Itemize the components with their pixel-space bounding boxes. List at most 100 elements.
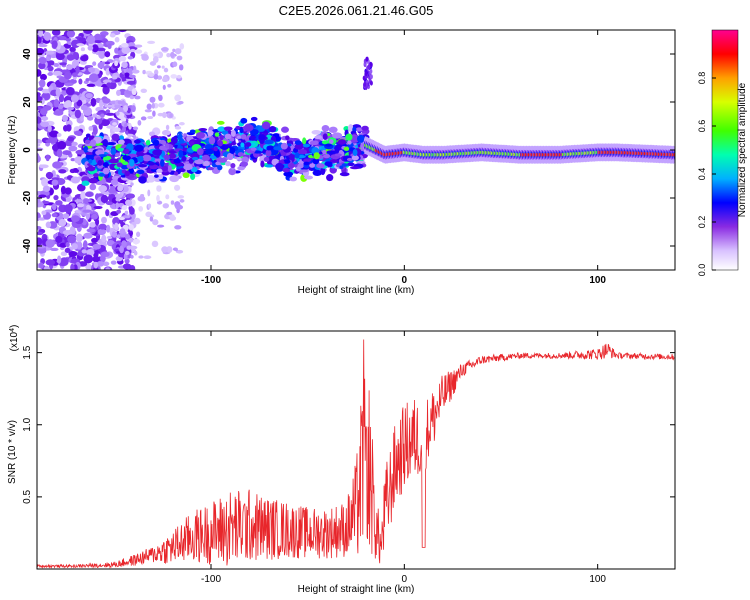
colorbar-label: Normalized spectral amplitude bbox=[737, 82, 748, 217]
spectrogram-cell bbox=[230, 163, 236, 169]
spectrogram-cell bbox=[237, 166, 245, 171]
spectrogram-cell bbox=[109, 158, 119, 164]
spectrogram-cell bbox=[105, 112, 116, 116]
spectrogram-cell bbox=[55, 200, 63, 206]
spectrogram-cell bbox=[80, 55, 89, 62]
spectrogram-cell bbox=[114, 104, 121, 109]
spectrogram-cell bbox=[158, 94, 163, 102]
spectrogram-cell bbox=[92, 61, 97, 66]
spectrogram-cell bbox=[104, 61, 111, 65]
spectrogram-cell bbox=[88, 126, 94, 131]
snr-series-line bbox=[37, 339, 675, 569]
spectrogram-cell bbox=[83, 30, 93, 34]
spectrogram-cell bbox=[55, 235, 63, 244]
spectrogram-cell bbox=[343, 125, 350, 132]
spectrogram-cell bbox=[86, 248, 95, 256]
spectrogram-cell bbox=[294, 152, 300, 159]
spectrogram-cell bbox=[196, 148, 204, 156]
spectrogram-cell bbox=[93, 173, 99, 178]
spectrogram-y-tick-label: -40 bbox=[22, 238, 33, 253]
colorbar-tick-label: 0.6 bbox=[697, 120, 707, 133]
spectrogram-cell bbox=[111, 75, 118, 80]
snr-y-tick-label: 1.0 bbox=[22, 417, 33, 431]
spectrogram-cell bbox=[161, 65, 165, 69]
spectrogram-cell bbox=[149, 96, 156, 103]
spectrogram-cell bbox=[58, 169, 67, 174]
spectrogram-cell bbox=[124, 250, 130, 256]
spectrogram-cell bbox=[214, 132, 220, 137]
spectrogram-cell bbox=[38, 79, 46, 88]
spectrogram-cell bbox=[98, 154, 107, 158]
spectrogram-cell bbox=[162, 84, 166, 90]
spectrogram-cell bbox=[115, 202, 120, 209]
spectrogram-cell bbox=[170, 74, 178, 79]
spectrogram-cell bbox=[339, 172, 350, 177]
spectrogram-cell bbox=[149, 164, 159, 170]
spectrogram-cell bbox=[83, 254, 94, 264]
spectrogram-cell bbox=[170, 200, 175, 205]
spectrogram-cell bbox=[157, 102, 165, 108]
spectrogram-cell bbox=[282, 168, 291, 173]
spectrogram-cell bbox=[182, 172, 190, 179]
spectrogram-cell bbox=[240, 133, 247, 140]
spectrogram-cell bbox=[152, 149, 162, 156]
spectrogram-cell bbox=[167, 83, 172, 88]
spectrogram-cell bbox=[117, 184, 124, 192]
spectrogram-cell bbox=[102, 261, 110, 267]
spectrogram-cell bbox=[106, 141, 117, 146]
spectrogram-cell bbox=[147, 203, 152, 209]
spectrogram-cell bbox=[174, 248, 178, 252]
spectrogram-cell bbox=[91, 44, 99, 53]
spectrogram-cell bbox=[79, 96, 86, 101]
spectrogram-cell bbox=[83, 232, 93, 239]
spectrogram-cell bbox=[37, 111, 41, 117]
spectrogram-cell bbox=[85, 93, 93, 99]
spectrogram-cell bbox=[337, 139, 347, 145]
spectrogram-cell bbox=[369, 74, 373, 80]
spectrogram-cell bbox=[104, 104, 114, 108]
spectrogram-cell bbox=[202, 154, 210, 162]
spectrogram-cell bbox=[88, 177, 98, 184]
spectrogram-cell bbox=[137, 155, 144, 163]
spectrogram-cell bbox=[105, 267, 111, 270]
spectrogram-cell bbox=[65, 100, 72, 108]
spectrogram-cell bbox=[166, 52, 171, 58]
spectrogram-cell bbox=[100, 113, 105, 118]
spectrogram-cell bbox=[326, 150, 336, 155]
spectrogram-cell bbox=[132, 238, 141, 245]
spectrogram-cell bbox=[71, 72, 78, 78]
spectrogram-cell bbox=[325, 143, 332, 147]
spectrogram-y-tick-label: 20 bbox=[22, 96, 33, 108]
spectrogram-cell bbox=[52, 161, 63, 169]
spectrogram-cell bbox=[114, 193, 123, 199]
snr-y-ticks: 0.5 1.0 1.5 bbox=[22, 345, 675, 504]
spectrogram-cell bbox=[66, 54, 75, 61]
spectrogram-cell bbox=[303, 158, 312, 163]
spectrogram-cell bbox=[110, 179, 119, 186]
spectrogram-cell bbox=[93, 261, 99, 269]
spectrogram-cell bbox=[51, 40, 58, 49]
spectrogram-cell bbox=[101, 216, 107, 224]
spectrogram-cell bbox=[355, 127, 363, 132]
spectrogram-cell bbox=[134, 95, 141, 100]
spectrogram-cell bbox=[170, 136, 178, 144]
spectrogram-cell bbox=[179, 199, 185, 203]
spectrogram-cell bbox=[250, 116, 258, 122]
colorbar-tick-label: 0.2 bbox=[697, 216, 707, 229]
spectrogram-cell bbox=[217, 140, 224, 147]
spectrogram-cell bbox=[138, 163, 148, 168]
spectrogram-cell bbox=[64, 140, 74, 147]
spectrogram-cell bbox=[69, 46, 76, 53]
spectrogram-cell bbox=[50, 247, 59, 252]
spectrogram-cell bbox=[294, 143, 304, 150]
spectrogram-cell bbox=[45, 239, 55, 248]
spectrogram-cell bbox=[343, 146, 350, 151]
spectrogram-cell bbox=[124, 123, 128, 128]
spectrogram-cell bbox=[41, 116, 49, 121]
spectrogram-cell bbox=[236, 157, 242, 161]
spectrogram-cell bbox=[117, 100, 123, 105]
spectrogram-cell bbox=[198, 128, 208, 132]
spectrogram-cell bbox=[97, 62, 105, 69]
spectrogram-cell bbox=[140, 194, 145, 198]
spectrogram-cell bbox=[145, 139, 151, 146]
